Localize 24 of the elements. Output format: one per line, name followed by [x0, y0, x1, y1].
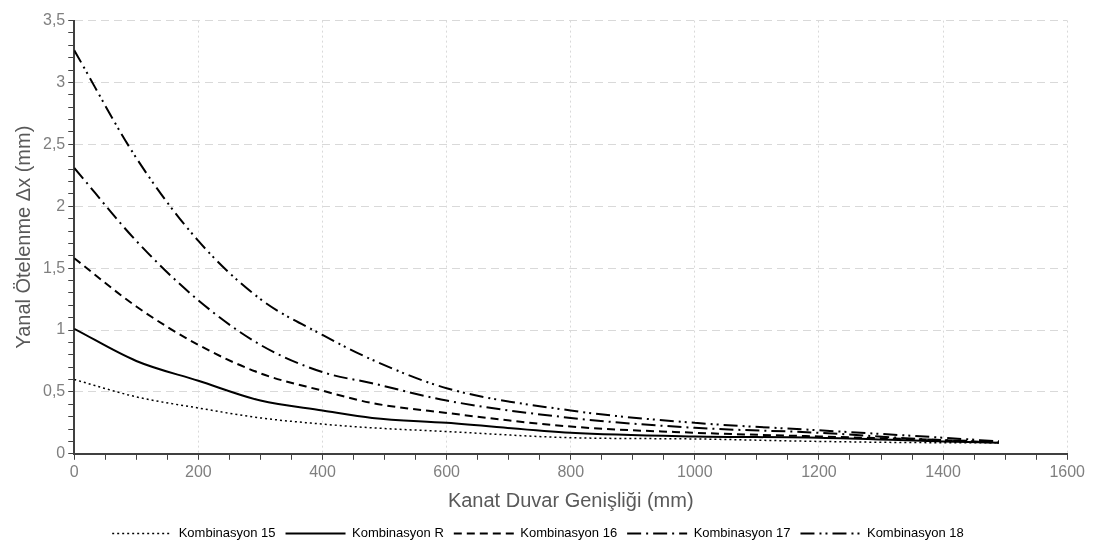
x-tick-label: 200 [185, 462, 212, 480]
y-tick-label: 3,5 [42, 11, 66, 29]
legend-label: Kombinasyon 17 [693, 525, 791, 541]
x-tick-label: 1000 [677, 462, 713, 480]
y-axis-title: Yanal Ötelenme Δx (mm) [11, 125, 34, 349]
y-tick-label: 0 [56, 444, 66, 462]
x-tick-label: 1400 [925, 462, 961, 480]
x-axis-title: Kanat Duvar Genişliği (mm) [447, 488, 694, 511]
legend-label: Kombinasyon 18 [866, 525, 964, 541]
x-tick-label: 1200 [801, 462, 837, 480]
y-tick-label: 1,5 [42, 258, 66, 276]
legend-label: Kombinasyon R [352, 525, 444, 541]
y-tick-label: 0,5 [42, 382, 66, 400]
y-tick-label: 2,5 [42, 134, 66, 152]
x-tick-label: 0 [69, 462, 79, 480]
y-tick-label: 1 [56, 320, 66, 338]
y-tick-label: 2 [56, 196, 66, 214]
x-tick-label: 400 [309, 462, 336, 480]
x-tick-label: 800 [557, 462, 585, 480]
y-tick-label: 3 [56, 72, 66, 90]
legend-label: Kombinasyon 16 [520, 525, 618, 541]
x-tick-label: 600 [433, 462, 461, 480]
x-tick-label: 1600 [1049, 462, 1086, 480]
legend-label: Kombinasyon 15 [178, 525, 276, 541]
